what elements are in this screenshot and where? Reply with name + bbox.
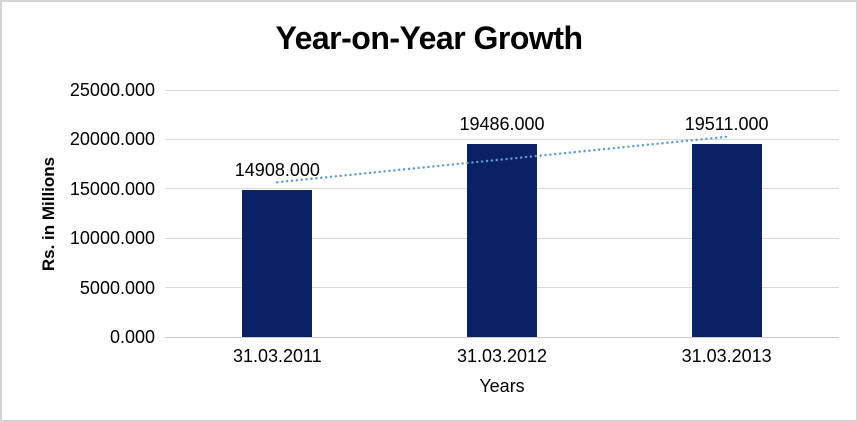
y-tick-label: 25000.000 xyxy=(69,80,155,100)
y-tick-label: 15000.000 xyxy=(69,178,155,199)
y-tick-label: 10000.000 xyxy=(69,228,155,249)
data-label: 19511.000 xyxy=(684,114,769,135)
data-label: 14908.000 xyxy=(234,159,320,180)
x-tick-label: 31.03.2013 xyxy=(681,346,772,366)
x-tick-label: 31.03.2011 xyxy=(232,346,322,366)
gridline xyxy=(165,138,839,140)
x-axis-line xyxy=(165,336,839,338)
gridline xyxy=(165,89,839,91)
y-tick-label: 0.000 xyxy=(109,327,155,347)
trendline xyxy=(276,135,728,184)
bar-31.03.2013 xyxy=(691,144,762,337)
data-label: 19486.000 xyxy=(459,114,545,135)
x-axis-title: Years xyxy=(479,376,525,396)
y-axis-title: Rs. in Millions xyxy=(39,156,58,272)
y-tick-label: 20000.000 xyxy=(69,129,155,150)
bar-31.03.2011 xyxy=(242,189,313,337)
plot-area: 14908.000 19486.000 19511.000 xyxy=(165,89,839,338)
chart-title: Year-on-Year Growth xyxy=(275,20,583,56)
y-tick-label: 5000.000 xyxy=(79,277,155,298)
bar-31.03.2012 xyxy=(467,144,537,337)
x-tick-label: 31.03.2012 xyxy=(456,346,548,366)
